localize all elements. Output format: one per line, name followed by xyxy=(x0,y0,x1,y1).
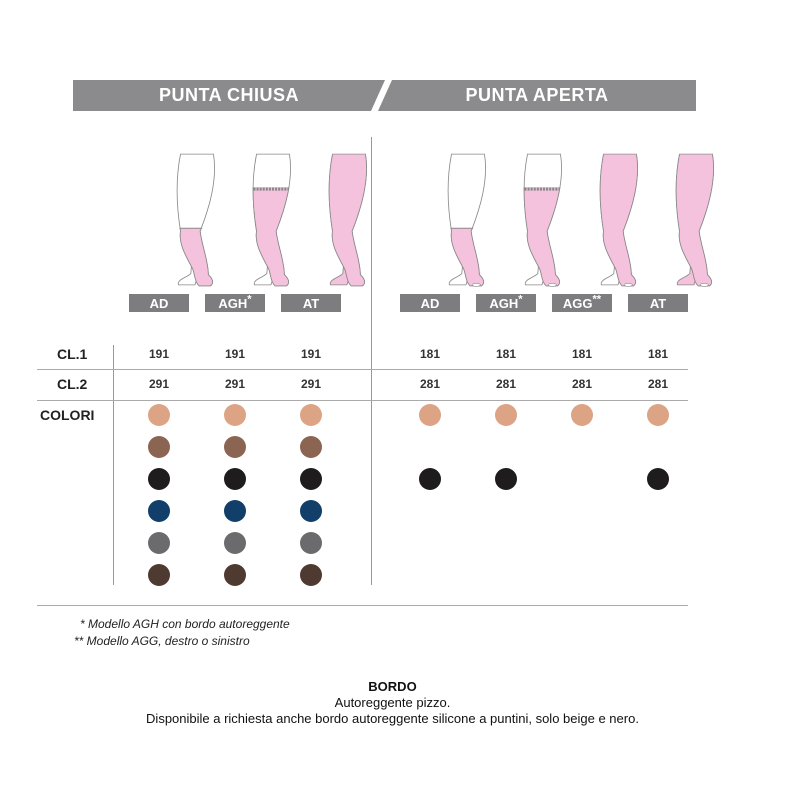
color-swatch-beige xyxy=(647,404,669,426)
cl2-code: 291 xyxy=(300,377,322,391)
color-swatch-black xyxy=(148,468,170,490)
color-swatch-grey xyxy=(300,532,322,554)
color-swatch-brown xyxy=(300,564,322,586)
footer-divider xyxy=(37,605,688,606)
color-swatch-navy xyxy=(148,500,170,522)
model-footnote-mark: ** xyxy=(592,293,602,306)
model-label: AGH* xyxy=(205,294,265,312)
leg-illustration-icon xyxy=(176,153,215,287)
cl1-code: 181 xyxy=(495,347,517,361)
model-code: AD xyxy=(420,296,440,311)
color-swatch-brown xyxy=(224,564,246,586)
color-swatch-navy xyxy=(300,500,322,522)
row-label-cl2: CL.2 xyxy=(57,376,88,392)
cl2-code: 281 xyxy=(419,377,441,391)
color-swatch-black xyxy=(647,468,669,490)
color-swatch-beige xyxy=(571,404,593,426)
leg-illustration-icon xyxy=(599,153,638,287)
cl1-code: 181 xyxy=(419,347,441,361)
model-label: AD xyxy=(400,294,460,312)
model-label: AT xyxy=(281,294,341,312)
footnote-agh: * Modello AGH con bordo autoreggente xyxy=(80,617,290,631)
cl2-code: 281 xyxy=(495,377,517,391)
model-code: AGH xyxy=(218,296,248,311)
row-label-colori: COLORI xyxy=(40,407,95,423)
model-footnote-mark: * xyxy=(518,293,523,306)
model-code: AT xyxy=(302,296,320,311)
color-swatch-black xyxy=(495,468,517,490)
label-column-divider xyxy=(113,345,114,585)
model-code: AGH xyxy=(489,296,519,311)
cl2-code: 291 xyxy=(148,377,170,391)
leg-illustration-icon xyxy=(252,153,291,287)
leg-illustration-icon xyxy=(675,153,714,287)
cl1-code: 181 xyxy=(647,347,669,361)
color-swatch-tan xyxy=(224,436,246,458)
leg-illustration-icon xyxy=(447,153,486,287)
cl1-code: 191 xyxy=(148,347,170,361)
color-swatch-black xyxy=(300,468,322,490)
color-swatch-beige xyxy=(148,404,170,426)
cl2-code: 291 xyxy=(224,377,246,391)
model-footnote-mark: * xyxy=(247,293,252,306)
cl2-code: 281 xyxy=(571,377,593,391)
model-code: AGG xyxy=(562,296,593,311)
model-label: AGG** xyxy=(552,294,612,312)
color-swatch-beige xyxy=(224,404,246,426)
cl1-code: 191 xyxy=(224,347,246,361)
color-swatch-tan xyxy=(148,436,170,458)
color-swatch-black xyxy=(419,468,441,490)
model-label: AGH* xyxy=(476,294,536,312)
color-swatch-navy xyxy=(224,500,246,522)
footnote-agg: ** Modello AGG, destro o sinistro xyxy=(74,634,250,648)
row-divider xyxy=(37,400,688,401)
color-swatch-beige xyxy=(300,404,322,426)
row-label-cl1: CL.1 xyxy=(57,346,88,362)
header-punta-aperta: PUNTA APERTA xyxy=(378,80,696,111)
model-code: AD xyxy=(149,296,169,311)
row-divider xyxy=(37,369,688,370)
model-code: AT xyxy=(649,296,667,311)
color-swatch-tan xyxy=(300,436,322,458)
cl1-code: 191 xyxy=(300,347,322,361)
color-swatch-black xyxy=(224,468,246,490)
color-swatch-beige xyxy=(495,404,517,426)
leg-illustration-icon xyxy=(523,153,562,287)
color-swatch-beige xyxy=(419,404,441,426)
model-label: AD xyxy=(129,294,189,312)
group-divider xyxy=(371,137,372,585)
model-label: AT xyxy=(628,294,688,312)
cl2-code: 281 xyxy=(647,377,669,391)
cl1-code: 181 xyxy=(571,347,593,361)
leg-illustration-icon xyxy=(328,153,367,287)
color-swatch-grey xyxy=(148,532,170,554)
color-swatch-grey xyxy=(224,532,246,554)
header-punta-chiusa: PUNTA CHIUSA xyxy=(73,80,385,111)
bordo-line1: Autoreggente pizzo. xyxy=(334,695,451,710)
color-swatch-brown xyxy=(148,564,170,586)
bordo-line2: Disponibile a richiesta anche bordo auto… xyxy=(146,711,639,726)
bordo-title: BORDO xyxy=(368,679,417,694)
